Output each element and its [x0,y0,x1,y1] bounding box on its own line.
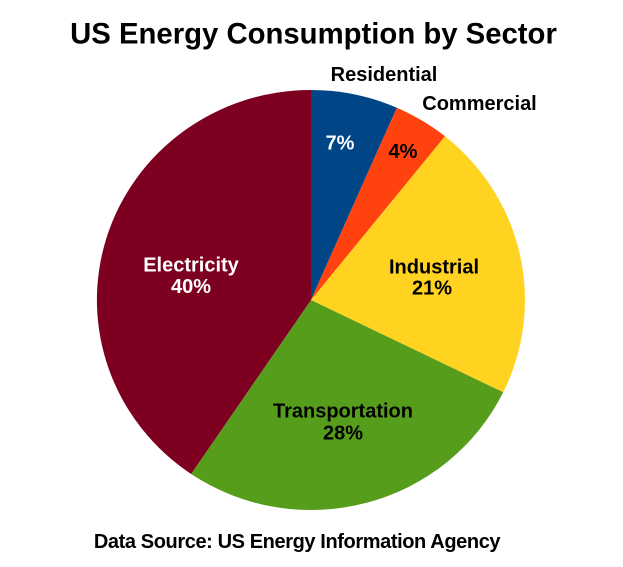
svg-text:40%: 40% [171,276,211,298]
svg-text:Industrial: Industrial [389,256,479,278]
svg-text:Electricity: Electricity [143,255,239,277]
svg-text:Data Source: US Energy Informa: Data Source: US Energy Information Agenc… [94,531,502,553]
svg-text:Transportation: Transportation [273,400,413,422]
svg-text:7%: 7% [326,133,355,155]
svg-text:Commercial: Commercial [422,93,537,115]
svg-text:US Energy Consumption by Secto: US Energy Consumption by Sector [70,18,557,51]
svg-text:Residential: Residential [331,64,438,86]
svg-text:4%: 4% [389,141,418,163]
svg-text:28%: 28% [323,423,363,445]
svg-text:21%: 21% [412,278,452,300]
